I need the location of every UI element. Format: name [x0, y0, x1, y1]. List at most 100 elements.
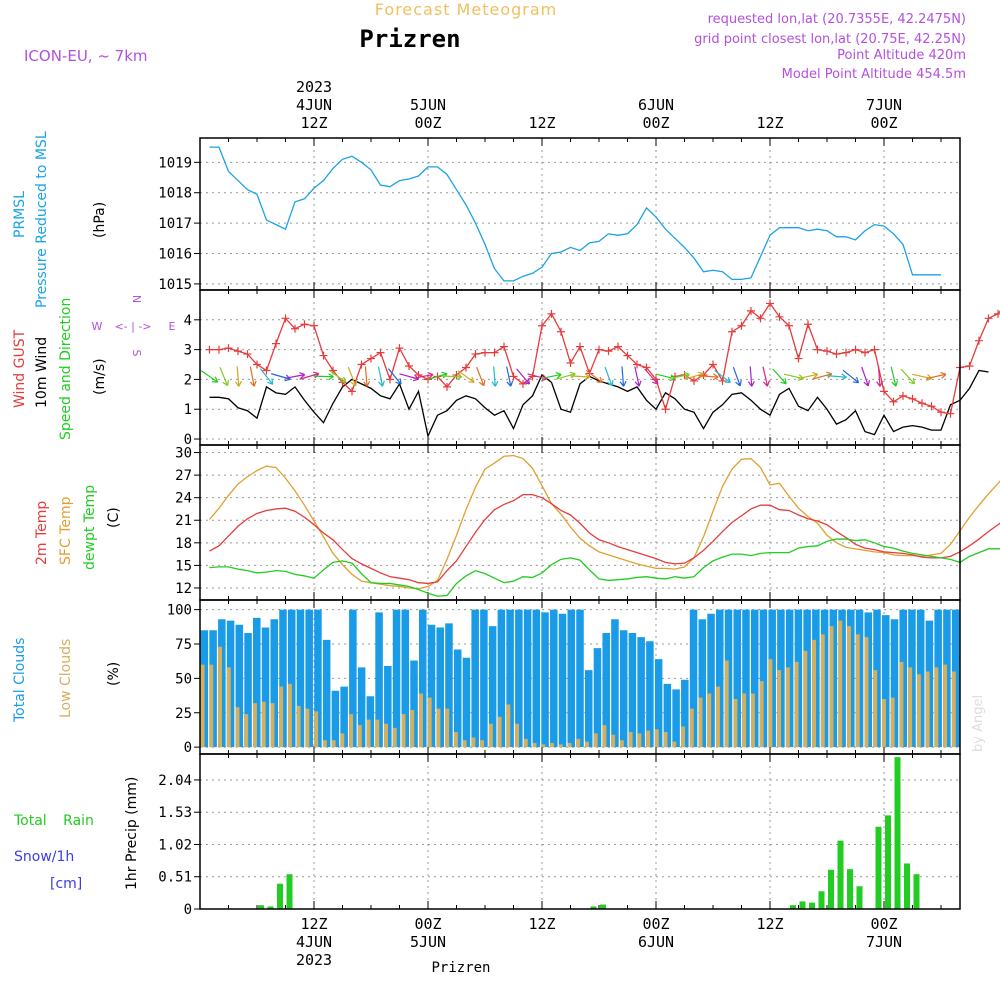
rain-bar	[818, 891, 825, 909]
location-title: Prizren	[359, 25, 460, 53]
snow-label: Snow/1h	[14, 849, 74, 865]
low-cloud-bar	[672, 741, 677, 748]
footer-location: Prizren	[431, 960, 490, 976]
gust-marker	[823, 347, 831, 356]
y-tick-label: 18	[175, 536, 192, 552]
low-cloud-bar	[357, 725, 362, 748]
wind10m-line	[209, 369, 989, 439]
gust-marker	[718, 376, 727, 385]
panel-1: 0 1 2 3 4	[184, 289, 1000, 448]
gust-label: Wind GUST	[12, 329, 28, 408]
y-tick-label: 1016	[158, 247, 192, 263]
low-cloud-bar	[567, 743, 572, 748]
top-time-label: 5JUN	[410, 96, 446, 114]
low-cloud-bar	[716, 686, 720, 748]
wind-unit-label: (m/s)	[92, 358, 108, 395]
total-cloud-bar	[541, 612, 549, 748]
wind-direction-arrow	[714, 369, 731, 384]
rain-bar	[828, 869, 834, 909]
wind-direction-arrow	[669, 371, 690, 380]
sfc-label: SFC Temp	[58, 496, 74, 565]
gust-marker	[880, 387, 888, 396]
low-cloud-bar	[689, 708, 694, 748]
wind-direction-arrow	[219, 366, 230, 387]
low-cloud-bar	[785, 667, 790, 748]
snow-unit-label: [cm]	[50, 876, 82, 892]
y-tick-label: 0.51	[158, 870, 192, 886]
rain-bar	[799, 901, 806, 909]
low-cloud-bar	[794, 661, 799, 748]
bottom-time-label: 2023	[296, 951, 332, 969]
total-cloud-bar	[384, 666, 392, 748]
gust-marker	[462, 363, 470, 372]
y-tick-label: 50	[175, 671, 192, 687]
gust-marker	[234, 347, 242, 356]
total-cloud-bar	[506, 609, 514, 748]
y-tick-label: 4	[184, 313, 192, 329]
low-cloud-bar	[611, 734, 616, 748]
rain-bar	[809, 902, 815, 909]
pressure-line	[209, 146, 941, 282]
low-cloud-bar	[550, 743, 554, 748]
wind-direction-arrow	[249, 366, 257, 387]
total-cloud-bar	[270, 619, 279, 748]
low-cloud-bar	[497, 716, 502, 748]
low-cloud-bar	[681, 726, 685, 748]
low-cloud-bar	[864, 637, 869, 748]
wind-direction-arrow	[270, 373, 291, 382]
wind-direction-arrow	[876, 366, 884, 387]
low-cloud-bar	[916, 674, 921, 748]
speed-dir-label: Speed and Direction	[58, 298, 74, 440]
total-cloud-bar	[253, 617, 261, 748]
total-cloud-bar	[681, 679, 689, 748]
gust-marker	[367, 354, 375, 363]
low-cloud-bar	[515, 723, 520, 748]
low-cloud-bar	[471, 737, 476, 748]
gust-marker	[832, 350, 841, 359]
total-cloud-bar	[349, 609, 357, 748]
low-cloud-bar	[646, 730, 651, 748]
wind-direction-arrow	[506, 366, 514, 387]
low-cloud-bar	[541, 744, 546, 748]
precip-labels: Total Rain Snow/1h [cm] 1hr Precip (mm)	[13, 777, 140, 892]
total-cloud-bar	[462, 657, 471, 748]
gust-marker	[376, 348, 385, 357]
low-cloud-bar	[218, 646, 223, 748]
gust-marker	[566, 359, 575, 368]
wind-direction-arrow	[413, 371, 434, 379]
total-cloud-bar	[637, 637, 645, 748]
wind-direction-arrow	[569, 373, 591, 381]
wind-direction-arrow	[798, 371, 819, 380]
low-cloud-bar	[584, 741, 589, 748]
gust-marker	[842, 348, 850, 357]
y-tick-label: 27	[175, 468, 192, 484]
total-cloud-bar	[375, 612, 383, 748]
rain-bar	[267, 906, 274, 909]
top-time-label: 12Z	[756, 114, 783, 132]
y-tick-label: 1017	[158, 216, 192, 232]
low-cloud-bar	[401, 714, 406, 748]
gust-marker	[937, 408, 945, 417]
low-cloud-bar	[523, 738, 528, 748]
wind-direction-arrow	[363, 366, 371, 387]
pressure-labels: PRMSL Pressure Reduced to MSL (hPa)	[12, 131, 108, 308]
wind-direction-arrow	[861, 366, 871, 387]
low-cloud-bar	[270, 703, 275, 748]
gust-marker	[851, 345, 860, 354]
compass-n: N	[130, 295, 143, 303]
low-cloud-bar	[908, 667, 913, 748]
gust-marker	[927, 402, 936, 411]
low-cloud-bar	[951, 671, 956, 748]
total-cloud-bar	[689, 609, 698, 748]
panel-0: 1015 1016 1017 1018 1019	[158, 137, 961, 293]
compass-arrows-icon: <- | ->	[114, 320, 151, 333]
gust-marker	[975, 336, 983, 345]
compass-e: E	[169, 320, 176, 333]
low-cloud-bar	[593, 733, 598, 748]
low-cloud-bar	[829, 626, 834, 748]
total-clouds-label: Total Clouds	[12, 638, 28, 723]
rain-bar	[904, 863, 910, 909]
rain-bar	[286, 874, 293, 909]
wind-direction-arrow	[476, 366, 486, 387]
wind-direction-arrow	[441, 373, 463, 381]
